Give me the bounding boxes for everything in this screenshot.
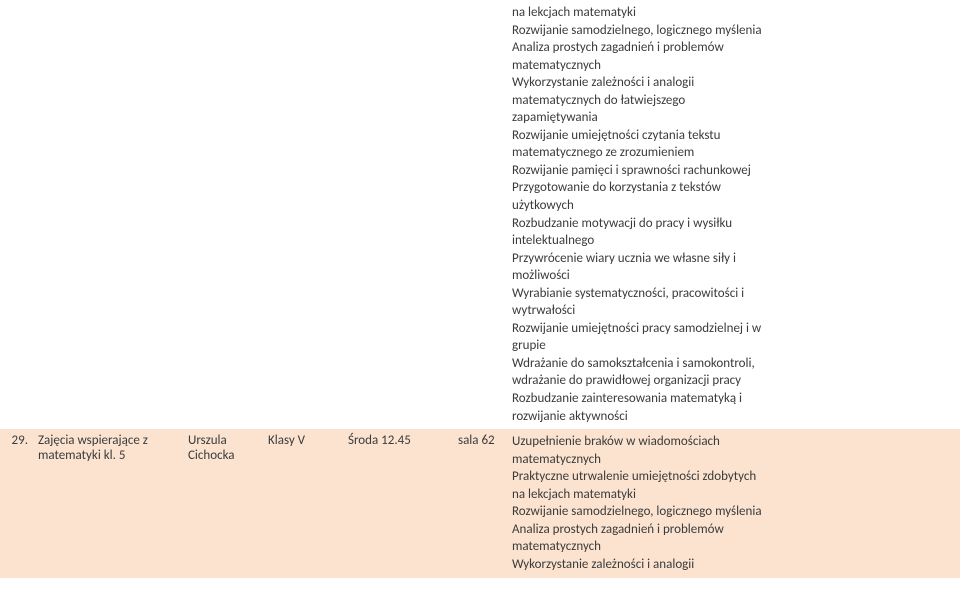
- cell-room: [452, 0, 512, 429]
- table-row: 29. Zajęcia wspierające z matematyki kl.…: [0, 429, 960, 577]
- cell-teacher: Urszula Cichocka: [182, 429, 262, 577]
- activity-name-line: matematyki kl. 5: [38, 448, 176, 463]
- desc-line: Przywrócenie wiary ucznia we własne siły…: [512, 250, 920, 268]
- table-row: na lekcjach matematykiRozwijanie samodzi…: [0, 0, 960, 429]
- desc-line: Rozwijanie samodzielnego, logicznego myś…: [512, 503, 920, 521]
- cell-name: Zajęcia wspierające z matematyki kl. 5: [32, 429, 182, 577]
- desc-line: wytrwałości: [512, 302, 920, 320]
- cell-class: [262, 0, 342, 429]
- desc-list-top: na lekcjach matematykiRozwijanie samodzi…: [512, 4, 920, 425]
- cell-room: sala 62: [452, 429, 512, 577]
- cell-num: [0, 0, 32, 429]
- desc-line: grupie: [512, 337, 920, 355]
- desc-line: Uzupełnienie braków w wiadomościach: [512, 433, 920, 451]
- cell-time: [342, 0, 452, 429]
- desc-line: na lekcjach matematyki: [512, 4, 920, 22]
- desc-line: Analiza prostych zagadnień i problemów: [512, 521, 920, 539]
- page: na lekcjach matematykiRozwijanie samodzi…: [0, 0, 960, 578]
- desc-line: wdrażanie do prawidłowej organizacji pra…: [512, 372, 920, 390]
- cell-num: 29.: [0, 429, 32, 577]
- desc-line: Wykorzystanie zależności i analogii: [512, 556, 920, 574]
- teacher-name-line: Cichocka: [188, 448, 256, 463]
- desc-line: matematycznych: [512, 451, 920, 469]
- teacher-name-line: Urszula: [188, 433, 256, 448]
- class-label: Klasy V: [268, 433, 305, 448]
- row-number: 29.: [12, 433, 28, 448]
- desc-line: Rozbudzanie zainteresowania matematyką i: [512, 390, 920, 408]
- time-label: Środa 12.45: [348, 433, 411, 448]
- desc-line: Rozwijanie umiejętności czytania tekstu: [512, 127, 920, 145]
- desc-line: Wykorzystanie zależności i analogii: [512, 74, 920, 92]
- desc-line: Przygotowanie do korzystania z tekstów: [512, 179, 920, 197]
- desc-line: możliwości: [512, 267, 920, 285]
- desc-line: matematycznych: [512, 538, 920, 556]
- desc-line: zapamiętywania: [512, 109, 920, 127]
- desc-line: matematycznego ze zrozumieniem: [512, 144, 920, 162]
- room-label: sala 62: [458, 433, 495, 448]
- desc-list-bottom: Uzupełnienie braków w wiadomościachmatem…: [512, 433, 920, 573]
- desc-line: intelektualnego: [512, 232, 920, 250]
- cell-time: Środa 12.45: [342, 429, 452, 577]
- cell-desc: na lekcjach matematykiRozwijanie samodzi…: [512, 0, 960, 429]
- desc-line: Wdrażanie do samokształcenia i samokontr…: [512, 355, 920, 373]
- cell-teacher: [182, 0, 262, 429]
- desc-line: Praktyczne utrwalenie umiejętności zdoby…: [512, 468, 920, 486]
- desc-line: użytkowych: [512, 197, 920, 215]
- desc-line: na lekcjach matematyki: [512, 486, 920, 504]
- desc-line: Analiza prostych zagadnień i problemów: [512, 39, 920, 57]
- desc-line: rozwijanie aktywności: [512, 408, 920, 426]
- desc-line: matematycznych do łatwiejszego: [512, 92, 920, 110]
- desc-line: Rozwijanie umiejętności pracy samodzieln…: [512, 320, 920, 338]
- desc-line: Rozwijanie samodzielnego, logicznego myś…: [512, 22, 920, 40]
- desc-line: Rozwijanie pamięci i sprawności rachunko…: [512, 162, 920, 180]
- desc-line: Wyrabianie systematyczności, pracowitośc…: [512, 285, 920, 303]
- activity-name-line: Zajęcia wspierające z: [38, 433, 176, 448]
- desc-line: matematycznych: [512, 57, 920, 75]
- cell-name: [32, 0, 182, 429]
- desc-line: Rozbudzanie motywacji do pracy i wysiłku: [512, 215, 920, 233]
- schedule-table: na lekcjach matematykiRozwijanie samodzi…: [0, 0, 960, 578]
- cell-class: Klasy V: [262, 429, 342, 577]
- cell-desc: Uzupełnienie braków w wiadomościachmatem…: [512, 429, 960, 577]
